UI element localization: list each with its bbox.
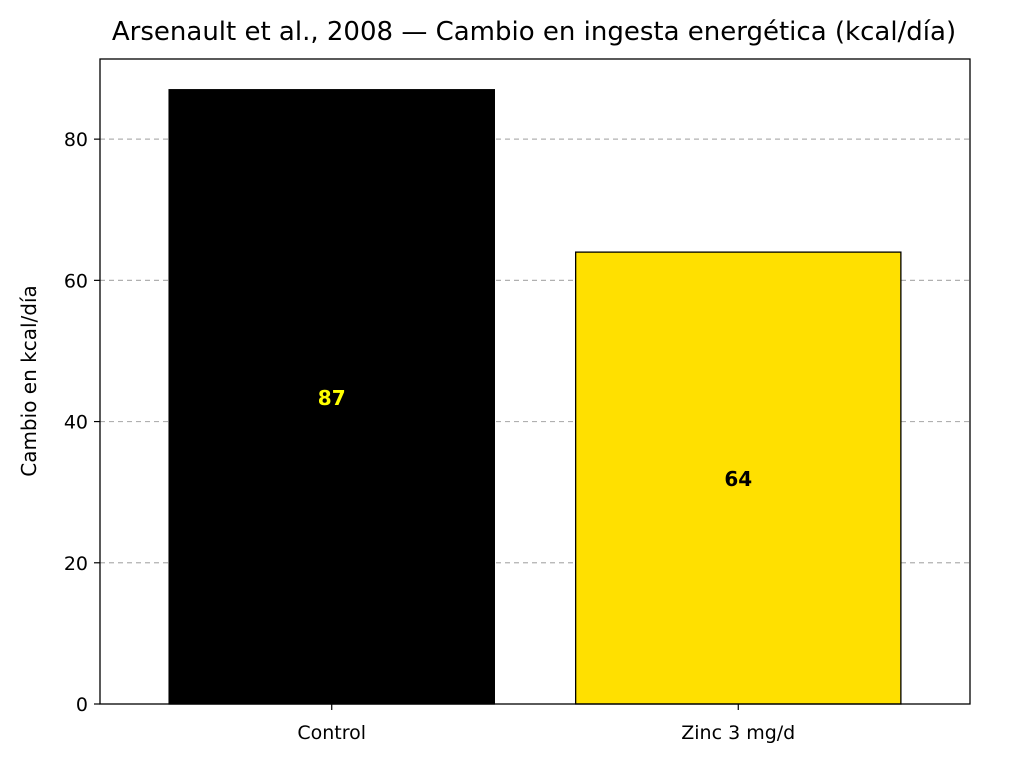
y-axis-label: Cambio en kcal/día [17, 285, 41, 477]
y-tick-label-20: 20 [64, 553, 88, 575]
bar-value-labels: 87 64 [318, 386, 752, 491]
y-axis-ticks: 0 20 40 60 80 [64, 129, 100, 716]
bar-control [168, 89, 495, 705]
x-tick-label-1: Zinc 3 mg/d [681, 722, 795, 744]
y-tick-label-80: 80 [64, 129, 88, 151]
y-tick-label-40: 40 [64, 412, 88, 434]
bar-value-label-0: 87 [318, 386, 346, 410]
y-tick-label-60: 60 [64, 270, 88, 292]
y-tick-label-0: 0 [76, 694, 88, 716]
chart-title: Arsenault et al., 2008 — Cambio en inges… [112, 17, 956, 47]
bars [168, 89, 902, 705]
bar-value-label-1: 64 [724, 467, 752, 491]
x-tick-label-0: Control [297, 722, 366, 744]
x-axis-ticks: Control Zinc 3 mg/d [297, 704, 795, 744]
axes-frame [99, 58, 971, 705]
